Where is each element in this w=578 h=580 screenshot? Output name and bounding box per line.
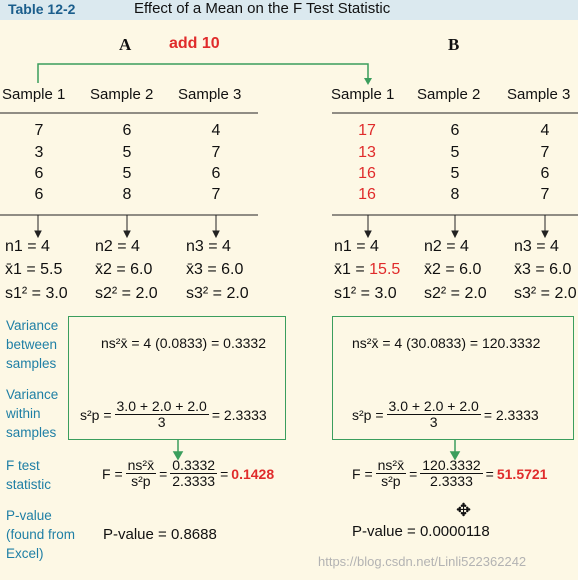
variance-box-b [332, 316, 574, 440]
data-cell: 7 [540, 144, 550, 161]
label-p-value: P-value (found from Excel) [6, 508, 76, 561]
f-value-a: 0.1428 [231, 465, 275, 482]
data-cell-modified: 16 [358, 186, 376, 203]
stat-mean: x̄3 = 6.0 [514, 261, 572, 278]
label-f-test: F test statistic [6, 458, 52, 492]
column-b-label: B [448, 35, 460, 54]
stat-mean: x̄2 = 6.0 [424, 261, 482, 278]
stat-n: n1 = 4 [334, 238, 379, 255]
stat-n: n2 = 4 [95, 238, 140, 255]
stat-mean: x̄1 = 15.5 [334, 261, 401, 278]
stat-n: n2 = 4 [424, 238, 469, 255]
data-cell: 5 [122, 144, 132, 161]
data-cell: 6 [34, 165, 44, 182]
stat-variance: s3² = 2.0 [514, 285, 577, 302]
stat-variance: s2² = 2.0 [95, 285, 158, 302]
data-cell: 5 [122, 165, 132, 182]
between-formula-b: ns²x̄ = 4 (30.0833) = 120.3332 [352, 335, 541, 351]
f-value-b: 51.5721 [496, 465, 548, 482]
data-cell: 7 [540, 186, 550, 203]
mouse-cursor-icon: ✥ [456, 500, 472, 520]
data-cell: 6 [211, 165, 221, 182]
data-cell-modified: 17 [358, 122, 376, 139]
column-a-label: A [119, 35, 132, 54]
label-variance-between: Variance between samples [6, 318, 59, 371]
data-cell: 7 [211, 144, 221, 161]
stat-mean-modified: 15.5 [369, 261, 401, 278]
stat-mean: x̄2 = 6.0 [95, 261, 153, 278]
stat-n: n3 = 4 [514, 238, 559, 255]
variance-box-a [68, 316, 286, 440]
data-cell: 8 [122, 186, 132, 203]
data-cell: 5 [450, 165, 460, 182]
data-cell: 7 [34, 122, 44, 139]
table-title: Effect of a Mean on the F Test Statistic [134, 0, 391, 17]
stat-variance: s1² = 3.0 [5, 285, 68, 302]
sample-a1-header: Sample 1 [2, 86, 66, 103]
header-bar [0, 0, 578, 20]
data-cell: 6 [450, 122, 460, 139]
stat-variance: s3² = 2.0 [186, 285, 249, 302]
stat-n: n3 = 4 [186, 238, 231, 255]
data-cell: 5 [450, 144, 460, 161]
between-formula-a: ns²x̄ = 4 (0.0833) = 0.3332 [101, 335, 266, 351]
data-cell: 4 [540, 122, 550, 139]
data-cell: 7 [211, 186, 221, 203]
f-formula-b: F = ns²x̄ s²p = 120.3332 2.3333 = 51.5721 [352, 457, 548, 489]
stat-n: n1 = 4 [5, 238, 50, 255]
stat-variance: s1² = 3.0 [334, 285, 397, 302]
stat-mean: x̄3 = 6.0 [186, 261, 244, 278]
table-tag: Table 12-2 [8, 1, 76, 17]
stat-mean: x̄1 = 5.5 [5, 261, 63, 278]
sample-b2-header: Sample 2 [417, 86, 481, 103]
watermark: https://blog.csdn.net/Linli522362242 [318, 554, 527, 569]
data-cell: 3 [34, 144, 44, 161]
p-value-a: P-value = 0.8688 [103, 526, 217, 543]
data-cell: 6 [122, 122, 132, 139]
p-value-b: P-value = 0.0000118 [352, 523, 490, 540]
stat-variance: s2² = 2.0 [424, 285, 487, 302]
label-variance-within: Variance within samples [6, 387, 59, 440]
f-formula-a: F = ns²x̄ s²p = 0.3332 2.3333 = 0.1428 [102, 457, 275, 489]
within-formula-b: s²p = 3.0 + 2.0 + 2.0 3 = 2.3333 [352, 398, 539, 430]
add-ten-label: add 10 [169, 35, 220, 52]
data-cell-modified: 16 [358, 165, 376, 182]
sample-b1-header: Sample 1 [331, 86, 395, 103]
data-cell: 6 [34, 186, 44, 203]
sample-a2-header: Sample 2 [90, 86, 154, 103]
data-cell: 4 [211, 122, 221, 139]
data-cell-modified: 13 [358, 144, 376, 161]
sample-b3-header: Sample 3 [507, 86, 571, 103]
data-cell: 8 [450, 186, 460, 203]
data-cell: 6 [540, 165, 550, 182]
within-formula-a: s²p = 3.0 + 2.0 + 2.0 3 = 2.3333 [80, 398, 267, 430]
sample-a3-header: Sample 3 [178, 86, 242, 103]
